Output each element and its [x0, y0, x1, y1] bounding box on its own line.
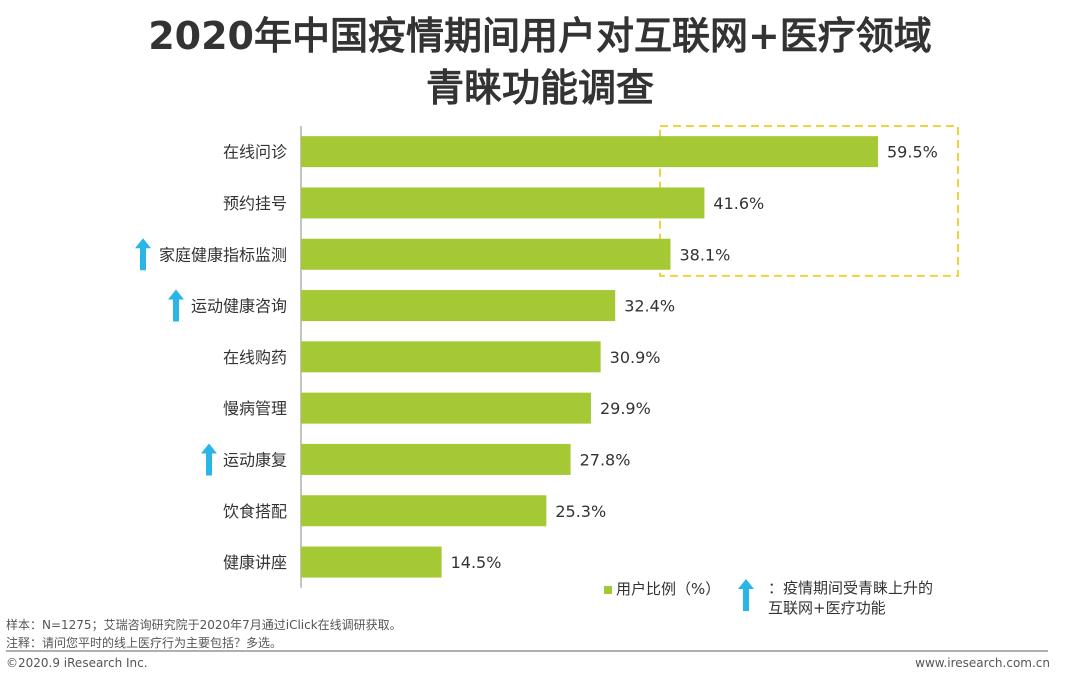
value-label-5: 30.9% [610, 348, 661, 367]
chart-title-line1: 2020年中国疫情期间用户对互联网+医疗领域 [148, 14, 932, 58]
value-label-2: 41.6% [713, 194, 764, 213]
legend-arrow-label-line1: ：疫情期间受青睐上升的 [768, 579, 934, 597]
bar-6 [301, 392, 591, 424]
category-label-6: 慢病管理 [223, 399, 287, 418]
value-label-4: 32.4% [624, 297, 675, 316]
legend-series: 用户比例（%） [604, 578, 720, 599]
up-arrow-icon-7 [201, 443, 217, 476]
category-label-4: 运动健康咨询 [191, 297, 287, 316]
bar-9 [301, 546, 442, 578]
value-label-9: 14.5% [451, 553, 502, 572]
value-label-1: 59.5% [887, 143, 938, 162]
category-label-3: 家庭健康指标监测 [159, 245, 287, 264]
value-label-8: 25.3% [555, 502, 606, 521]
legend-swatch [604, 585, 612, 594]
category-label-5: 在线购药 [223, 348, 287, 367]
website: www.iresearch.com.cn [915, 656, 1050, 670]
legend-arrow-label-line2: 互联网+医疗功能 [768, 599, 886, 617]
category-label-7: 运动康复 [223, 450, 287, 469]
sample-note: 样本：N=1275；艾瑞咨询研究院于2020年7月通过iClick在线调研获取。 [6, 618, 402, 632]
bar-chart: 59.5% 在线问诊 41.6% 预约挂号 38.1% 家庭健康指标监测 32.4% 运动健康… [135, 125, 959, 588]
category-label-9: 健康讲座 [223, 553, 287, 572]
legend-arrow-label: ：疫情期间受青睐上升的 互联网+医疗功能 [768, 578, 933, 618]
bar-4 [301, 290, 616, 322]
bar-7 [301, 443, 571, 475]
up-arrow-icon-4 [168, 289, 184, 322]
category-label-1: 在线问诊 [223, 143, 287, 162]
remark-note: 注释：请问您平时的线上医疗行为主要包括？多选。 [6, 636, 283, 650]
bar-5 [301, 341, 601, 373]
bar-3 [301, 238, 671, 270]
value-label-7: 27.8% [580, 450, 631, 469]
legend-series-label: 用户比例（%） [616, 580, 721, 598]
value-label-3: 38.1% [679, 245, 730, 264]
chart-title-line2: 青睐功能调查 [425, 66, 654, 110]
legend-up-arrow-icon [738, 579, 754, 611]
category-label-8: 饮食搭配 [223, 502, 287, 521]
copyright: ©2020.9 iResearch Inc. [6, 656, 148, 670]
bar-2 [301, 187, 705, 219]
bar-8 [301, 495, 547, 527]
value-label-6: 29.9% [600, 399, 651, 418]
bar-1 [301, 136, 878, 168]
footer-divider [6, 650, 1048, 652]
up-arrow-icon-3 [135, 238, 151, 271]
category-label-2: 预约挂号 [223, 194, 287, 213]
